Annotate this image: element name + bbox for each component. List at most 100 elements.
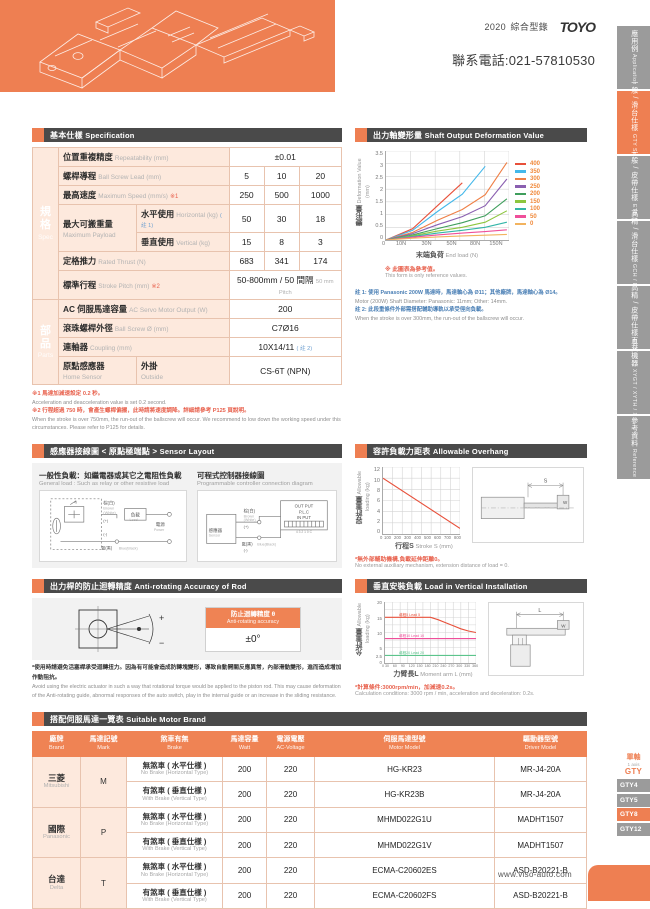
cell-watt: 200 xyxy=(222,755,267,783)
sidebar-tab-gty-series[interactable]: 一般 / 滑台仕樣 GTY Series xyxy=(617,79,650,166)
section-header-sensor-layout: 感應器接線圖 < 原點極端點 > Sensor Layout xyxy=(32,444,342,459)
vertical-load-chart: 允許重量 Allowable loading (kg) 20 15 10 5 2… xyxy=(355,598,587,698)
svg-text:P.L.C: P.L.C xyxy=(299,510,309,515)
sidebar-tab-application[interactable]: 應用例 Application xyxy=(617,26,650,89)
gty-item-gty8[interactable]: GTY8 xyxy=(617,808,650,821)
legend-swatch xyxy=(515,207,526,211)
cell-motor-model: HG-KR23B xyxy=(314,781,495,808)
cell-motor-model: HG-KR23 xyxy=(314,755,495,783)
cell-mark-p: P xyxy=(80,806,127,859)
tab-label-zh: 一般 / 皮帶仕樣 xyxy=(630,149,638,202)
gty-item-gty12[interactable]: GTY12 xyxy=(617,822,650,836)
section-tick xyxy=(355,579,367,594)
group-label-spec: 規格 Spec xyxy=(32,147,59,300)
tab-label-en: XYGT / XYTH / XYTB xyxy=(630,369,637,429)
chart2-plot-area xyxy=(382,467,460,536)
antirot-head-en: Anti-rotating accuracy xyxy=(226,618,280,625)
page-header: 2020 綜合型錄 TOYO 聯系電話:021-57810530 xyxy=(0,0,650,98)
row-label-horizontal: 水平使用 Horizontal (kg) ( 註 1) xyxy=(136,204,230,233)
gty-head-zh: 單軸 xyxy=(626,754,641,761)
sidebar-tab-reference[interactable]: 參考資料 Reference xyxy=(617,416,650,479)
group-label-en: Parts xyxy=(37,352,54,360)
value-speed-2: 500 xyxy=(263,185,300,205)
section-title-zh: 感應器接線圖 < 原點極端點 > xyxy=(50,446,158,456)
legend-item: 50 xyxy=(515,214,540,220)
value-horizontal-3: 18 xyxy=(298,204,343,233)
chart3-plot-area: 導程5 Lead 5 導程10 Lead 10 導程20 Lead 20 xyxy=(384,602,476,665)
section-title-en: Load in Vertical Installation xyxy=(424,581,528,591)
tab-label-en: Reference xyxy=(630,449,637,478)
general-load-title-zh: 一般性負載：如繼電器或其它之電阻性負載 xyxy=(39,471,182,481)
cell-driver-model: MADHT1507 xyxy=(494,806,587,834)
cell-brand-delta: 台達 Delta xyxy=(32,857,81,909)
value-ballscrew: C7Ø16 xyxy=(228,318,343,338)
svg-text:Load: Load xyxy=(130,519,138,523)
shaft-deformation-chart: 變形量 Deformation Value (mm) 3.5 3 2.5 2 1… xyxy=(355,147,587,279)
tab-label-en: ETB / M xyxy=(630,203,637,226)
legend-item: 200 xyxy=(515,191,540,197)
section-tabs[interactable]: 應用例 Application 一般 / 滑台仕樣 GTY Series 一般 … xyxy=(617,26,650,481)
cell-watt: 200 xyxy=(222,882,267,909)
table-row: 規格 Spec 位置重複精度 Repeatability (mm) ±0.01 xyxy=(32,147,343,300)
cell-mark-m: M xyxy=(80,755,127,808)
toyo-logo: TOYO xyxy=(559,18,596,35)
legend-item: 400 xyxy=(515,161,540,167)
gty-item-gty4[interactable]: GTY4 xyxy=(617,779,650,792)
chart1-note-zh: ※ 此圖表為參考值。 xyxy=(385,267,439,273)
value-speed-3: 1000 xyxy=(298,185,343,205)
chart2-ylabel: 容許重量 Allowable loading (kg) xyxy=(356,470,371,524)
group-label-zh: 規格 xyxy=(40,206,51,231)
hero-banner xyxy=(0,0,335,92)
shaft-note-1-zh: 註 1: 使用 Panasonic 200W 馬達時，馬達軸心為 Ø11；其他廠… xyxy=(355,290,561,296)
chart1-plot-area xyxy=(385,151,509,241)
svg-text:OUT PUT: OUT PUT xyxy=(295,504,314,509)
section-title-zh: 垂直安裝負載 xyxy=(373,581,423,591)
gty-item-gty5[interactable]: GTY5 xyxy=(617,793,650,807)
svg-text:(White): (White) xyxy=(103,510,116,515)
cell-mark-t: T xyxy=(80,857,127,909)
tab-label-zh: 高精 / 皮帶仕樣 xyxy=(630,284,638,337)
chart3-xticks: 0 30 60 90 120 150 180 210 240 270 300 xyxy=(382,664,479,669)
allowable-overhang-chart: 容許重量 Allowable loading (kg) 12 10 8 6 4 … xyxy=(355,463,587,570)
section-tick xyxy=(32,444,44,459)
svg-text:(+): (+) xyxy=(244,524,250,529)
legend-swatch xyxy=(515,170,526,173)
contact-phone: 聯系電話:021-57810530 xyxy=(452,53,595,68)
sidebar-tab-gch-ech[interactable]: 高精 / 滑台仕樣 GCH / ECH xyxy=(617,210,650,295)
cell-driver-model: MR-J4-20A xyxy=(494,755,587,783)
tab-label-en: Application xyxy=(630,54,637,86)
group-label-parts: 部品 Parts xyxy=(32,299,59,385)
legend-swatch xyxy=(515,192,526,196)
row-label-max-payload: 最大可搬重量 Maximum Payload xyxy=(58,204,137,252)
chart1-ylabel: 變形量 Deformation Value (mm) xyxy=(356,158,371,226)
sidebar-tab-etb-m[interactable]: 一般 / 皮帶仕樣 ETB / M xyxy=(617,149,650,226)
row-label-rated-thrust: 定格推力 Rated Thrust (N) xyxy=(58,251,230,271)
svg-text:IN PUT: IN PUT xyxy=(297,516,311,521)
section-header-shaft-deformation: 出力軸變形量 Shaft Output Deformation Value xyxy=(355,128,587,142)
th-mark: 馬達記號 Mark xyxy=(80,731,127,757)
plc-diagram-block: 可程式控制器接線圖 Programmable controller connec… xyxy=(197,470,337,567)
cell-motor-model: MHMD022G1U xyxy=(314,806,495,834)
cell-brand-panasonic: 國際 Panasonic xyxy=(32,806,81,859)
svg-text:4 3 2 1 0 C: 4 3 2 1 0 C xyxy=(296,530,313,534)
sidebar-tab-ecb[interactable]: 高精 / 皮帶仕樣 ECB xyxy=(617,284,650,351)
note-ref-h: ( 註 1) xyxy=(141,213,222,229)
table-header-row: 廠牌 Brand 馬達記號 Mark 煞車有無 Brake 馬達容量 Watt 電源電壓… xyxy=(32,731,587,757)
legend-item: 350 xyxy=(515,169,540,175)
cell-motor-model: MHMD022G1V xyxy=(314,831,495,859)
row-spec-and-deformation: 基本仕樣 Specification 規格 Spec 位置重複精度 Repeat… xyxy=(32,128,587,432)
cell-voltage: 220 xyxy=(266,857,315,884)
value-thrust-1: 683 xyxy=(228,251,265,271)
plc-connection-diagram: 感應器 Sensor 棕(白) Brown (White) (+) 藍(黑) B… xyxy=(197,490,337,563)
cell-voltage: 220 xyxy=(266,806,315,834)
tab-label-zh: 直交機器 xyxy=(630,336,638,367)
svg-text:Sensor: Sensor xyxy=(209,534,221,538)
gty-model-selector[interactable]: 單軸 1 axis GTY GTY4 GTY5 GTY8 GTY12 xyxy=(617,752,650,837)
row-label-vertical: 垂直使用 Vertical (kg) xyxy=(136,232,230,252)
sidebar-tab-xy-series[interactable]: 直交機器 XYGT / XYTH / XYTB xyxy=(617,337,650,428)
table-row: 三菱 Mitsubishi M 無煞車 ( 水平仕樣 ) No Brake (H… xyxy=(32,755,587,808)
section-header-specification: 基本仕樣 Specification xyxy=(32,128,342,142)
anti-rotating-column: 出力桿的防止迴轉精度 Anti-rotating Accuracy of Rod xyxy=(32,579,342,700)
shaft-note-1-en: Motor (200W) Shaft Diameter: Panasonic: … xyxy=(355,298,508,305)
chart1-note-en: This form is only reference values. xyxy=(385,273,468,279)
